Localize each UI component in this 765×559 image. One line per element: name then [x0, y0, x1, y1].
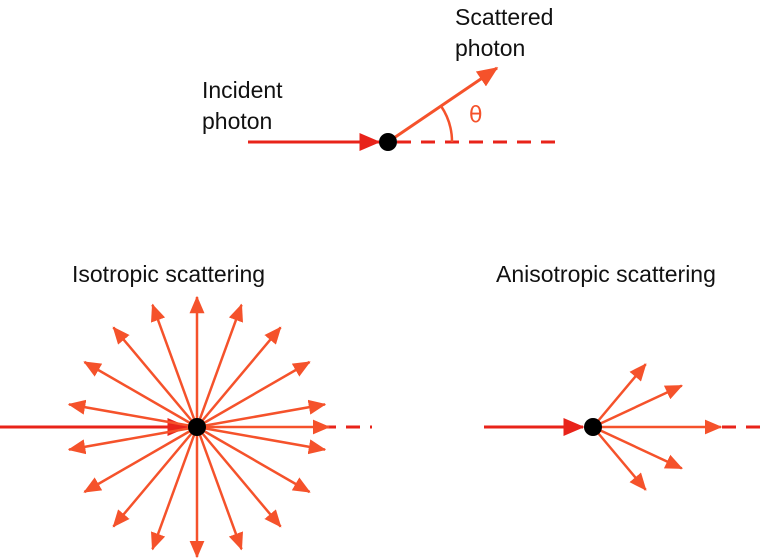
isotropic-scattered-ray — [195, 303, 243, 428]
isotropic-scattered-rays — [67, 295, 331, 559]
anisotropic-scattered-rays — [592, 363, 723, 491]
isotropic-scattered-ray — [196, 426, 282, 528]
anisotropic-scattered-ray — [592, 384, 683, 429]
incident-photon-label-line2: photon — [202, 108, 273, 134]
scattering-angle-symbol: θ — [469, 103, 483, 128]
scattered-photon-label-line1: Scattered — [455, 4, 554, 30]
scattered-photon-arrow — [387, 66, 499, 144]
isotropic-scattered-ray — [196, 360, 311, 429]
scattering-angle-arc — [439, 105, 454, 143]
isotropic-scattered-ray — [112, 326, 198, 428]
isotropic-scattered-ray — [83, 360, 198, 429]
incident-photon-label: Incident photon — [202, 75, 283, 137]
single-scattering-event — [248, 66, 558, 151]
isotropic-scattered-ray — [195, 426, 243, 551]
isotropic-scattered-ray — [67, 399, 198, 429]
anisotropic-scattering-figure — [484, 363, 765, 491]
isotropic-scattered-ray — [83, 425, 198, 494]
incident-photon-label-line1: Incident — [202, 77, 283, 103]
isotropic-scattered-ray — [112, 426, 198, 528]
anisotropic-scattered-ray — [592, 363, 647, 428]
scattered-photon-label-line2: photon — [455, 35, 526, 61]
isotropic-scattering-title: Isotropic scattering — [72, 261, 266, 287]
anisotropic-scattering-title: Anisotropic scattering — [496, 261, 716, 287]
isotropic-scattered-ray — [151, 303, 199, 428]
isotropic-scattering-particle — [188, 418, 206, 436]
isotropic-scattered-ray — [196, 425, 327, 455]
anisotropic-scattered-ray — [592, 426, 647, 491]
isotropic-scattered-ray — [151, 426, 199, 551]
isotropic-scattered-ray — [196, 326, 282, 428]
isotropic-scattered-ray — [67, 425, 198, 455]
anisotropic-scattering-particle — [584, 418, 602, 436]
isotropic-scattered-ray — [196, 425, 311, 494]
anisotropic-scattered-ray — [592, 425, 683, 470]
isotropic-scattering-figure — [0, 295, 372, 559]
scattering-particle — [379, 133, 397, 151]
isotropic-scattered-ray — [196, 399, 327, 429]
scattered-photon-label: Scattered photon — [455, 2, 553, 64]
